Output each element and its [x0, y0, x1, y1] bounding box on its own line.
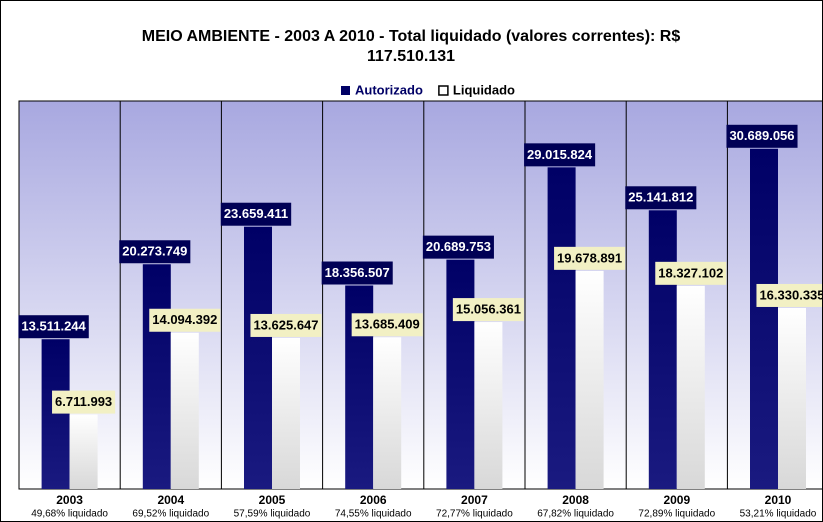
value-label: 16.330.335: [759, 287, 822, 302]
legend-label: Liquidado: [453, 82, 515, 97]
value-label-box: [149, 308, 221, 332]
value-label: 30.689.056: [729, 128, 794, 143]
bar: [474, 322, 503, 489]
value-label: 25.141.812: [628, 190, 693, 205]
x-tick-label: 2007: [461, 493, 488, 507]
value-label: 15.056.361: [456, 302, 521, 317]
bar: [244, 226, 272, 489]
legend-swatch: [438, 85, 449, 96]
value-label-box: [52, 390, 116, 414]
x-tick-label: 2003: [56, 493, 83, 507]
value-label-box: [625, 186, 697, 210]
value-label: 6.711.993: [55, 394, 112, 409]
bar: [69, 414, 98, 489]
x-tick-note: 57,59% liquidado: [234, 509, 311, 520]
x-tick-note: 74,55% liquidado: [335, 509, 412, 520]
bar: [778, 307, 806, 489]
value-label: 19.678.891: [557, 250, 622, 265]
x-tick-note: 67,82% liquidado: [537, 509, 614, 520]
legend-label: Autorizado: [355, 82, 423, 97]
legend-swatch: [341, 86, 350, 95]
bar: [750, 148, 778, 489]
bar: [575, 270, 604, 489]
value-label: 13.685.409: [355, 317, 420, 332]
bar: [41, 339, 70, 489]
bar: [170, 332, 199, 489]
value-label-box: [18, 315, 89, 339]
chart-title: MEIO AMBIENTE - 2003 A 2010 - Total liqu…: [141, 28, 681, 65]
x-tick-label: 2008: [562, 493, 589, 507]
x-tick-label: 2006: [360, 493, 387, 507]
x-tick-note: 69,52% liquidado: [132, 509, 209, 520]
value-label: 29.015.824: [527, 147, 593, 162]
value-label: 18.356.507: [325, 265, 390, 280]
value-label-box: [422, 235, 494, 259]
x-tick-label: 2004: [157, 493, 184, 507]
value-label: 13.511.244: [21, 319, 86, 334]
bar: [373, 337, 402, 489]
bar: [142, 264, 171, 489]
x-tick-note: 49,68% liquidado: [31, 509, 108, 520]
value-label: 20.273.749: [122, 244, 187, 259]
x-tick-label: 2009: [663, 493, 690, 507]
bar: [272, 337, 300, 489]
value-label-box: [655, 261, 727, 285]
value-label-box: [756, 283, 822, 307]
value-label-box: [321, 261, 393, 285]
bar: [547, 167, 576, 489]
x-tick-label: 2010: [765, 493, 792, 507]
value-label-box: [119, 240, 191, 264]
value-label-box: [554, 246, 626, 270]
value-label: 23.659.411: [224, 206, 288, 221]
value-label-box: [452, 298, 524, 322]
value-label-box: [524, 143, 596, 167]
bar: [446, 259, 475, 489]
value-label-box: [250, 313, 322, 337]
value-label: 20.689.753: [426, 239, 491, 254]
x-tick-note: 53,21% liquidado: [740, 509, 817, 520]
value-label-box: [726, 124, 798, 148]
x-tick-note: 72,77% liquidado: [436, 509, 513, 520]
value-label: 18.327.102: [658, 265, 723, 280]
value-label-box: [351, 313, 423, 337]
value-label: 13.625.647: [253, 317, 318, 332]
x-tick-note: 72,89% liquidado: [638, 509, 715, 520]
value-label-box: [220, 202, 292, 226]
value-label: 14.094.392: [152, 312, 217, 327]
x-tick-label: 2005: [259, 493, 286, 507]
bar: [676, 285, 705, 489]
bar: [648, 210, 677, 490]
